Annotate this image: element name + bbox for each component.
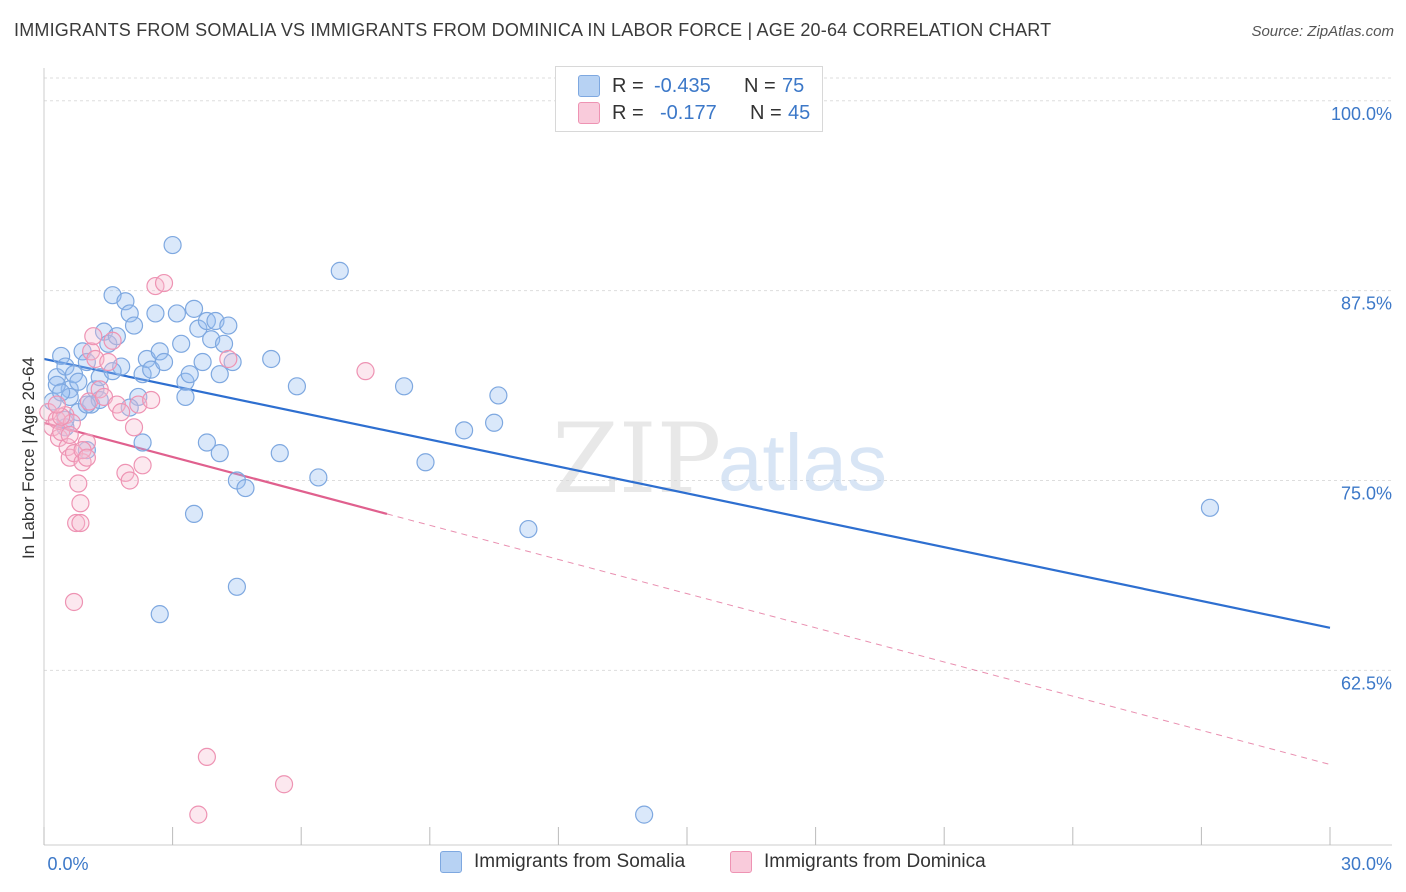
point-dominica	[99, 352, 118, 372]
watermark-atlas: atlas	[718, 418, 887, 507]
point-somalia	[635, 805, 654, 824]
point-somalia	[124, 316, 144, 335]
point-somalia	[154, 352, 174, 372]
legend-n-label: N =	[750, 101, 782, 124]
point-dominica	[124, 418, 144, 437]
point-somalia	[180, 365, 199, 384]
point-somalia	[262, 349, 281, 369]
point-somalia	[69, 372, 88, 391]
point-dominica	[71, 494, 90, 513]
point-dominica	[103, 331, 122, 350]
legend-row-somalia: R = -0.435 N = 75	[578, 73, 804, 99]
trend-line-dominica	[43, 421, 388, 515]
point-somalia	[416, 453, 435, 472]
grid-lines	[44, 77, 1392, 671]
point-dominica	[71, 513, 90, 533]
point-somalia	[172, 334, 191, 353]
point-somalia	[163, 235, 182, 255]
point-somalia	[150, 342, 169, 361]
legend-r-label: R =	[612, 101, 644, 124]
point-dominica	[84, 327, 103, 346]
trend-line-dominica-extension	[386, 513, 1331, 765]
point-somalia	[150, 605, 169, 624]
point-somalia	[394, 377, 414, 396]
legend-swatch-somalia	[440, 851, 462, 873]
point-somalia	[210, 444, 229, 463]
y-tick-label: 87.5%	[1341, 294, 1392, 314]
point-dominica	[112, 403, 131, 422]
trend-lines	[43, 357, 1331, 765]
y-tick-label: 75.0%	[1341, 483, 1392, 503]
point-somalia	[489, 386, 508, 405]
point-somalia	[330, 261, 349, 280]
y-tick-label: 62.5%	[1341, 673, 1392, 693]
point-dominica	[47, 395, 66, 414]
chart-title: IMMIGRANTS FROM SOMALIA VS IMMIGRANTS FR…	[14, 20, 1052, 40]
legend-swatch-dominica	[730, 851, 752, 873]
point-dominica	[133, 456, 152, 475]
point-dominica	[356, 362, 375, 381]
point-dominica	[142, 390, 161, 410]
data-points	[39, 235, 1220, 824]
point-somalia	[485, 413, 504, 432]
trend-line-somalia	[43, 357, 1331, 629]
point-somalia	[309, 468, 328, 487]
point-somalia	[210, 365, 229, 384]
legend-label-dominica: Immigrants from Dominica	[764, 851, 986, 872]
point-somalia	[227, 577, 246, 596]
point-dominica	[189, 805, 208, 824]
y-axis-label: In Labor Force | Age 20-64	[19, 357, 38, 559]
point-dominica	[60, 425, 79, 445]
point-dominica	[69, 474, 88, 493]
point-somalia	[193, 352, 212, 372]
point-somalia	[52, 346, 71, 366]
legend-r-value: -0.177	[660, 101, 717, 124]
legend-item-dominica: Immigrants from Dominica	[730, 851, 986, 873]
correlation-legend: R = -0.435 N = 75 R = -0.177 N = 45	[555, 66, 823, 132]
axes: 62.5% 75.0% 87.5% 100.0% 0.0% 30.0%	[43, 68, 1392, 874]
point-dominica	[77, 448, 96, 467]
watermark-zip: ZIP	[552, 403, 721, 515]
point-dominica	[120, 471, 139, 490]
point-somalia	[197, 433, 216, 452]
point-dominica	[274, 775, 294, 794]
point-somalia	[176, 387, 195, 407]
legend-swatch-dominica	[578, 102, 600, 124]
legend-r-label: R =	[612, 74, 644, 97]
point-somalia	[270, 444, 289, 463]
legend-item-somalia: Immigrants from Somalia	[440, 851, 685, 873]
point-dominica	[64, 592, 84, 612]
point-somalia	[214, 334, 234, 353]
point-somalia	[454, 421, 474, 440]
legend-row-dominica: R = -0.177 N = 45	[578, 100, 810, 126]
point-dominica	[219, 349, 238, 369]
point-somalia	[146, 304, 165, 323]
legend-swatch-somalia	[578, 75, 600, 97]
legend-n-value: 75	[782, 74, 805, 97]
point-somalia	[167, 304, 186, 323]
legend-n-value: 45	[788, 101, 811, 124]
point-somalia	[133, 433, 152, 452]
legend-label-somalia: Immigrants from Somalia	[474, 851, 686, 872]
point-dominica	[197, 747, 216, 767]
point-dominica	[154, 273, 174, 293]
point-somalia	[219, 316, 238, 335]
point-somalia	[184, 504, 204, 523]
point-somalia	[103, 362, 122, 381]
x-tick-label: 30.0%	[1341, 854, 1392, 874]
point-somalia	[77, 395, 96, 414]
point-somalia	[287, 377, 307, 396]
point-somalia	[1200, 498, 1220, 517]
point-somalia	[184, 299, 204, 318]
legend-r-value: -0.435	[654, 74, 711, 97]
y-tick-label: 100.0%	[1331, 104, 1392, 124]
chart-source: Source: ZipAtlas.com	[1251, 23, 1394, 40]
x-tick-label: 0.0%	[47, 854, 88, 874]
point-somalia	[236, 478, 255, 498]
point-dominica	[67, 513, 86, 533]
legend-n-label: N =	[744, 74, 776, 97]
point-somalia	[519, 519, 538, 539]
